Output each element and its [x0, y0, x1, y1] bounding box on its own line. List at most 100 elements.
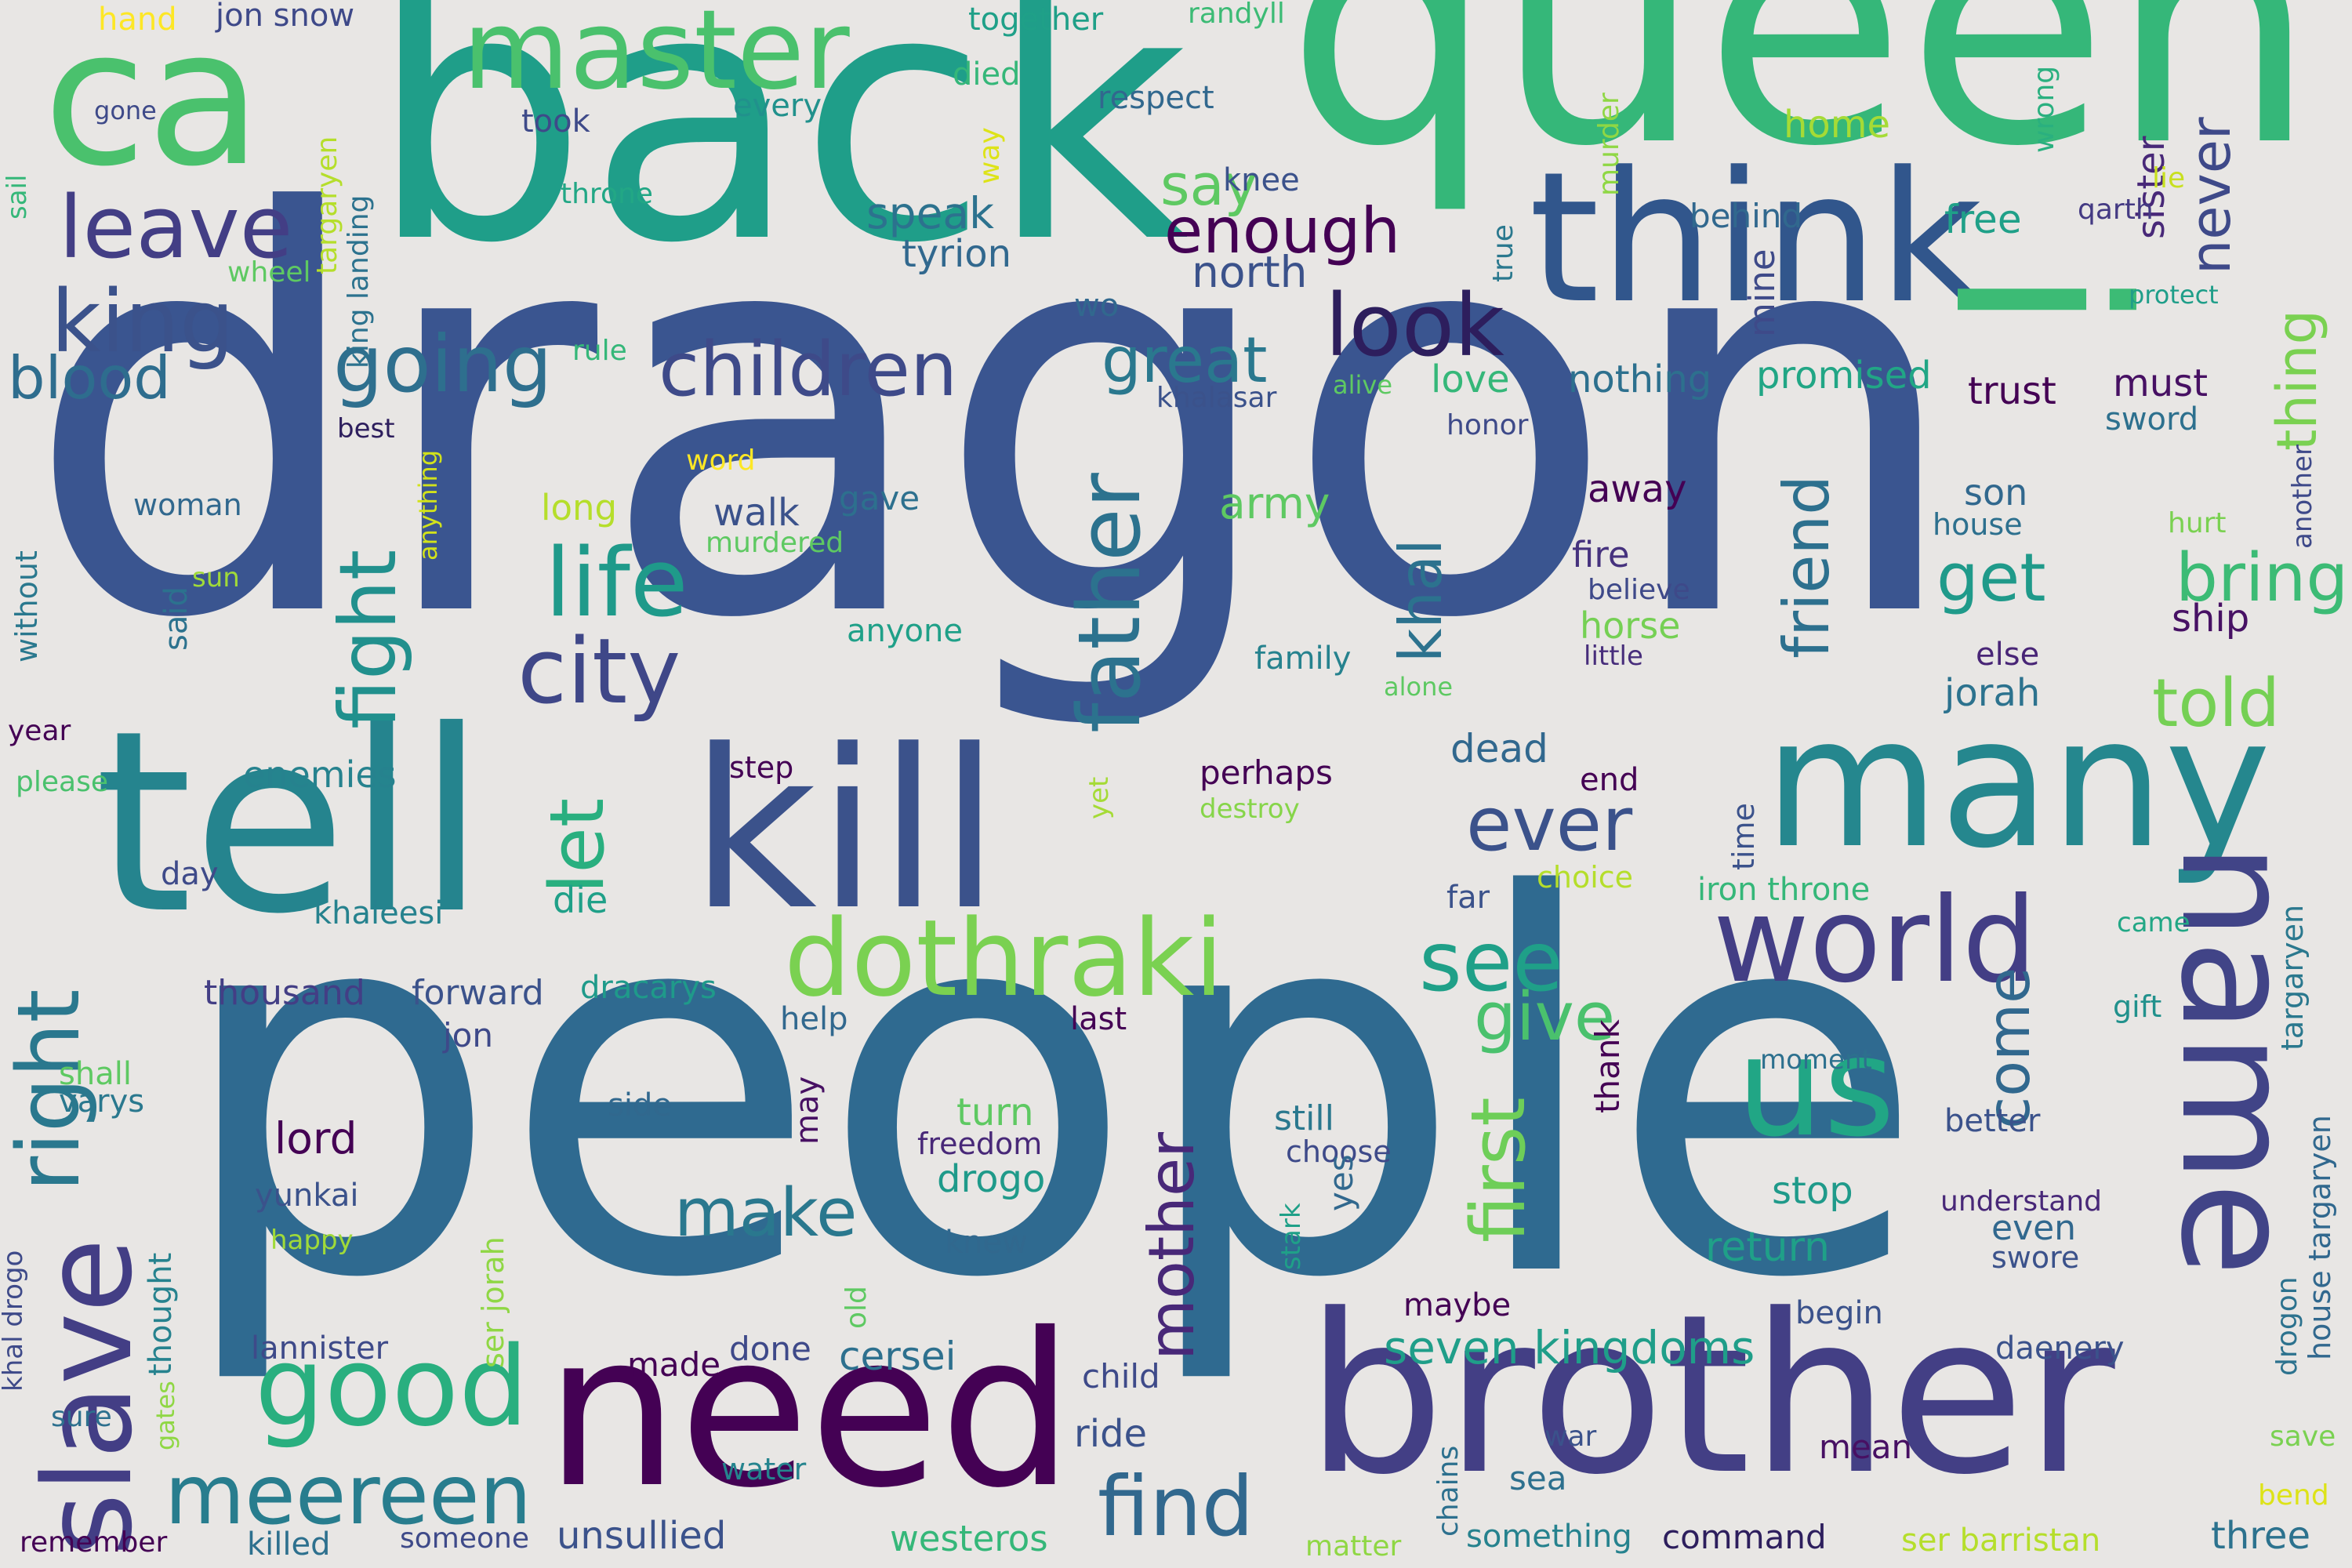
word-nothing: nothing [1568, 358, 1712, 401]
word-horse: horse [1580, 604, 1681, 647]
word-city: city [517, 619, 681, 724]
word-brother: brother [1305, 1268, 2115, 1523]
word-good: good [255, 1323, 529, 1451]
word-alone: alone [1384, 672, 1454, 702]
word-speak: speak [866, 188, 994, 238]
word-must: must [2113, 361, 2209, 405]
word-randyll: randyll [1188, 0, 1285, 30]
word-thousand: thousand [204, 973, 365, 1013]
word-north: north [1192, 247, 1308, 297]
word-lord: lord [274, 1113, 358, 1163]
word-gates: gates [151, 1381, 180, 1450]
word-time: time [1726, 803, 1761, 870]
word-true: true [1487, 224, 1519, 282]
word-tell: tell [94, 677, 487, 969]
word-knee: knee [1223, 162, 1300, 198]
word-destroy: destroy [1200, 793, 1300, 825]
word-rule: rule [572, 335, 627, 367]
word-ship: ship [2172, 597, 2250, 641]
word-may: may [789, 1076, 826, 1145]
word-friend: friend [1770, 475, 1843, 659]
word-made: made [627, 1345, 721, 1384]
word-killed: killed [247, 1526, 331, 1563]
word-targaryen: targaryen [311, 136, 343, 274]
word-matter: matter [1305, 1530, 1402, 1563]
word-moment: moment [1760, 1044, 1872, 1076]
word-lie: lie [2152, 162, 2186, 194]
word-bring: bring [2176, 539, 2349, 617]
word-done: done [729, 1330, 811, 1368]
word-came: came [2117, 907, 2190, 938]
word-turn: turn [956, 1091, 1034, 1134]
word-jon: jon [443, 1016, 493, 1054]
word-sail: sail [2, 174, 33, 220]
word-daenery: daenery [1995, 1330, 2125, 1367]
word-believe: believe [1588, 574, 1690, 606]
word-say: say [1160, 152, 1258, 218]
word-going: going [333, 318, 553, 410]
word-fire: fire [1572, 534, 1630, 575]
word-even: even [1991, 1208, 2077, 1248]
word-kill: kill [690, 703, 1000, 959]
word-murdered: murdered [706, 527, 844, 559]
word-ever: ever [1466, 782, 1633, 868]
word-forward: forward [412, 973, 544, 1013]
word-king-landing: king landing [343, 194, 375, 368]
word-protect: protect [2129, 280, 2219, 310]
word-else: else [1976, 637, 2040, 673]
word-family: family [1254, 641, 1352, 677]
word-someone: someone [400, 1523, 529, 1555]
word-walk: walk [713, 491, 800, 535]
word-think: think [1529, 134, 1983, 343]
word-freedom: freedom [917, 1127, 1043, 1161]
word-queen: queen [1286, 0, 2318, 219]
word-varys: varys [59, 1083, 145, 1120]
word-better: better [1944, 1103, 2041, 1139]
word-together: together [968, 2, 1104, 38]
word-life: life [545, 529, 688, 638]
word-sure: sure [51, 1401, 112, 1433]
word-something: something [1466, 1519, 1632, 1555]
word-enemies: enemies [243, 753, 397, 796]
word-dead: dead [1450, 726, 1548, 771]
word-told: told [2152, 665, 2280, 742]
word-great: great [1102, 324, 1268, 397]
word-another: another [2287, 445, 2318, 549]
word-promised: promised [1756, 354, 1932, 397]
word-home: home [1784, 103, 1891, 147]
word-murder: murder [1593, 93, 1625, 196]
word-away: away [1588, 467, 1687, 511]
word-year: year [8, 715, 71, 747]
word-die: die [553, 879, 608, 921]
word-army: army [1219, 478, 1330, 528]
word-see: see [1419, 914, 1563, 1010]
word-long: long [541, 487, 618, 528]
word-alive: alive [1333, 370, 1393, 400]
word-mother: mother [1135, 1131, 1208, 1360]
word-first: first [1456, 1097, 1542, 1243]
word-died: died [953, 56, 1021, 93]
word-mean: mean [1819, 1428, 1913, 1466]
word-targaryen-2: targaryen [2275, 904, 2310, 1051]
word-best: best [337, 413, 395, 445]
word-old: old [840, 1286, 873, 1329]
word-thought: thought [143, 1252, 179, 1376]
word-step: step [729, 750, 794, 785]
word-way: way [974, 127, 1006, 184]
word-anything: anything [413, 449, 443, 561]
word-jorah: jorah [1944, 671, 2041, 715]
word-back: back [368, 0, 1189, 318]
word-gave: gave [839, 479, 920, 517]
word-yet: yet [1083, 776, 1115, 819]
word-cersei: cersei [839, 1334, 956, 1379]
word-woman: woman [133, 488, 242, 522]
word-hurt: hurt [2168, 507, 2227, 539]
word-love: love [1431, 358, 1510, 401]
word-mine: mine [1741, 249, 1783, 337]
word-enough: enough [1164, 194, 1401, 267]
word-thing: thing [2265, 309, 2329, 451]
word-choose: choose [1286, 1134, 1392, 1169]
word-hand: hand [98, 2, 177, 38]
word-drogon: drogon [2271, 1276, 2303, 1376]
